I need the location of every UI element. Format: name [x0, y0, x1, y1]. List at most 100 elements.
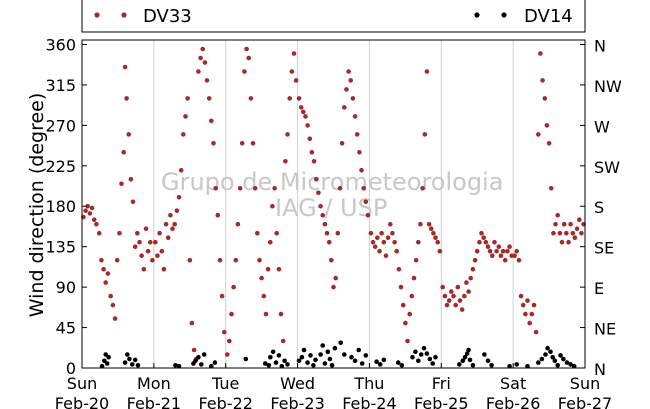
point-dv33-219 — [557, 230, 563, 236]
point-dv14-29 — [285, 362, 290, 367]
point-dv33-204 — [525, 298, 530, 303]
point-dv33-29 — [143, 226, 149, 231]
point-dv33-116 — [333, 275, 339, 281]
point-dv33-226 — [572, 235, 578, 240]
ytick-label-2: 90 — [56, 278, 76, 297]
point-dv33-192 — [498, 253, 504, 258]
point-dv33-101 — [301, 109, 306, 115]
point-dv33-27 — [139, 253, 144, 258]
watermark-line-1: Grupo de Micrometeorologia — [161, 168, 503, 196]
point-dv14-43 — [332, 345, 338, 351]
point-dv33-2 — [85, 203, 90, 209]
point-dv33-89 — [274, 230, 280, 236]
point-dv33-88 — [272, 186, 277, 191]
point-dv14-1 — [102, 358, 107, 364]
point-dv33-189 — [492, 239, 497, 245]
point-dv33-102 — [303, 114, 308, 119]
legend-marker-dv33-b — [121, 12, 127, 18]
point-dv14-28 — [282, 358, 287, 364]
vertical-grid — [153, 40, 514, 368]
data-points — [81, 46, 586, 369]
point-dv33-66 — [224, 352, 230, 357]
xtick-day-2: Tue — [211, 374, 239, 393]
left-axis: 0 45 90 135 180 225 270 315 360 — [45, 35, 585, 378]
point-dv33-95 — [287, 96, 293, 101]
legend: DV33 DV14 — [81, 0, 586, 33]
point-dv33-11 — [105, 271, 111, 276]
point-dv33-179 — [470, 266, 476, 272]
point-dv33-19 — [122, 64, 128, 70]
point-dv33-63 — [217, 257, 223, 263]
point-dv14-50 — [363, 353, 369, 358]
point-dv33-225 — [570, 230, 576, 236]
legend-marker-dv14-a — [474, 12, 480, 18]
point-dv14-80 — [543, 352, 548, 357]
point-dv33-83 — [261, 293, 267, 299]
point-dv33-188 — [490, 253, 495, 258]
point-dv33-223 — [566, 239, 571, 245]
xtick-date-5: Feb-25 — [414, 394, 468, 409]
point-dv14-31 — [299, 354, 305, 360]
point-dv33-135 — [375, 235, 380, 240]
point-dv33-228 — [577, 217, 582, 222]
point-dv14-71 — [470, 363, 476, 368]
point-dv14-60 — [421, 345, 427, 351]
point-dv33-147 — [400, 302, 406, 308]
point-dv14-14 — [193, 358, 198, 364]
xtick-date-7: Feb-27 — [558, 394, 612, 409]
point-dv33-43 — [174, 208, 180, 213]
point-dv33-64 — [219, 293, 225, 299]
point-dv33-56 — [202, 60, 208, 65]
point-dv33-168 — [446, 298, 452, 303]
point-dv33-202 — [520, 302, 526, 308]
point-dv33-119 — [339, 141, 345, 146]
point-dv33-159 — [426, 221, 432, 227]
point-dv33-151 — [409, 293, 415, 299]
point-dv33-40 — [168, 212, 173, 218]
point-dv14-27 — [279, 363, 285, 369]
point-dv33-94 — [285, 132, 290, 137]
point-dv14-81 — [545, 345, 550, 351]
point-dv14-53 — [381, 357, 387, 363]
point-dv33-111 — [322, 221, 328, 227]
point-dv33-128 — [359, 168, 364, 173]
point-dv33-73 — [239, 141, 245, 146]
point-dv33-13 — [110, 302, 116, 308]
point-dv33-79 — [252, 186, 258, 191]
point-dv33-37 — [161, 266, 167, 272]
point-dv14-49 — [359, 361, 365, 366]
point-dv14-21 — [262, 361, 268, 366]
point-dv14-38 — [320, 343, 326, 348]
point-dv14-12 — [176, 363, 182, 369]
point-dv33-51 — [191, 347, 197, 353]
point-dv33-78 — [250, 141, 256, 146]
point-dv33-163 — [435, 239, 441, 245]
point-dv33-186 — [485, 244, 491, 249]
point-dv14-70 — [467, 357, 473, 363]
point-dv33-99 — [296, 96, 302, 101]
ytick-label-4: 180 — [45, 197, 76, 216]
point-dv14-36 — [313, 357, 318, 363]
point-dv33-8 — [99, 257, 104, 263]
point-dv14-79 — [539, 356, 545, 362]
point-dv33-172 — [455, 284, 461, 290]
point-dv33-55 — [200, 46, 205, 52]
xtick-date-1: Feb-21 — [127, 394, 181, 409]
point-dv14-30 — [296, 358, 302, 364]
point-dv33-110 — [320, 212, 326, 218]
x-axis: SunFeb-20MonFeb-21TueFeb-22WedFeb-23ThuF… — [55, 363, 612, 409]
point-dv14-23 — [268, 354, 273, 360]
point-dv33-122 — [346, 69, 351, 74]
ytick-label-3: 135 — [45, 238, 76, 257]
point-dv33-156 — [420, 186, 425, 191]
point-dv33-36 — [159, 248, 165, 254]
xtick-date-3: Feb-23 — [270, 394, 324, 409]
point-dv33-106 — [311, 159, 317, 164]
point-dv14-4 — [106, 354, 111, 360]
point-dv33-161 — [431, 230, 436, 236]
point-dv33-22 — [128, 177, 134, 182]
point-dv33-211 — [540, 78, 545, 83]
point-dv33-117 — [335, 230, 341, 236]
point-dv33-39 — [165, 235, 171, 240]
